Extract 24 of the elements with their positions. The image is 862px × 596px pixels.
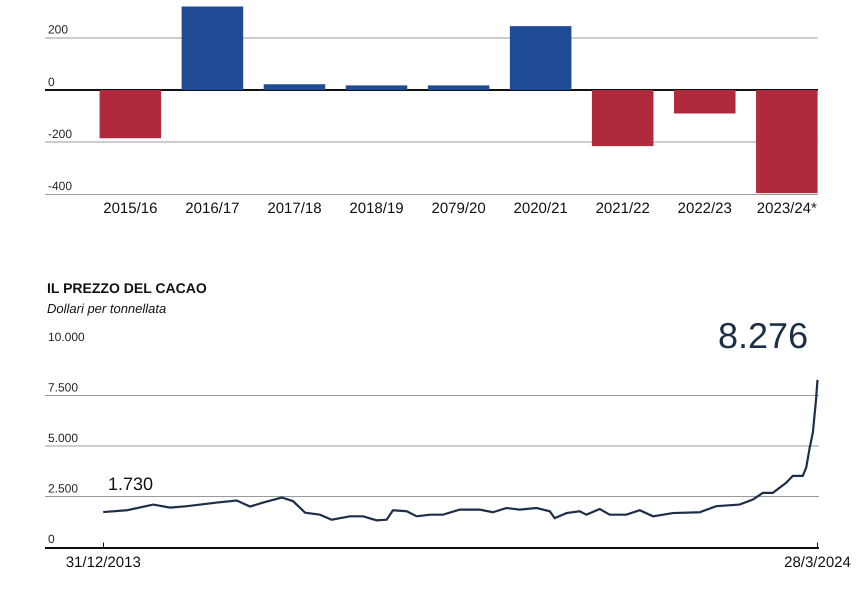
x-tick-label: 2015/16	[103, 200, 158, 217]
y-tick-label: 0	[48, 532, 55, 546]
chart-title: IL PREZZO DEL CACAO	[47, 280, 207, 296]
x-tick-label: 2017/18	[267, 200, 322, 217]
y-tick-label: 5.000	[48, 430, 78, 445]
y-tick-label: 200	[48, 22, 68, 37]
y-tick-label: 10.000	[48, 330, 86, 344]
x-tick-label: 28/3/2024	[784, 554, 851, 571]
y-tick-label: -400	[48, 179, 72, 194]
chart-subtitle: Dollari per tonnellata	[47, 301, 166, 316]
y-tick-label: 7.500	[48, 380, 78, 394]
x-tick-label: 2018/19	[349, 200, 404, 217]
x-tick-label: 2016/17	[185, 200, 240, 217]
y-tick-label: -200	[48, 127, 72, 142]
annotation: 8.276	[718, 315, 808, 356]
x-tick-label: 2020/21	[514, 200, 568, 217]
x-tick-label: 31/12/2013	[66, 554, 141, 571]
x-tick-label: 2023/24*	[756, 200, 818, 217]
x-tick-label: 2022/23	[678, 200, 732, 217]
x-tick-label: 2021/22	[596, 200, 650, 217]
annotation: 1.730	[108, 474, 154, 494]
y-tick-label: 2.500	[48, 481, 78, 496]
x-tick-label: 2079/20	[431, 200, 486, 217]
y-tick-label: 0	[48, 74, 55, 89]
